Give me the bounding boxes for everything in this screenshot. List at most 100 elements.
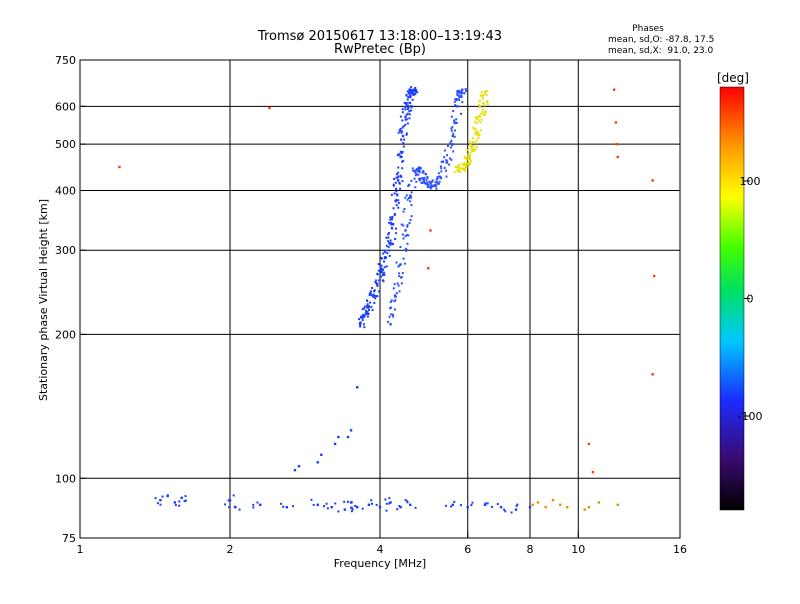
data-point [514,508,518,511]
data-point-fill [470,145,473,148]
data-point-fill [227,499,230,502]
data-point-fill [404,108,407,111]
data-point-fill [458,165,461,168]
data-point-fill [480,118,483,121]
data-point-fill [464,88,467,91]
data-point-fill [400,131,403,134]
data-point-fill [398,505,401,508]
data-point-fill [375,503,378,506]
data-point-fill [398,182,401,185]
data-point-fill [400,282,403,285]
data-point-fill [363,326,366,329]
data-point-fill [391,313,394,316]
data-point-fill [425,178,428,181]
data-point-fill [444,169,447,172]
data-point-fill [479,121,482,124]
data-point [118,165,121,169]
y-tick-label: 75 [62,532,76,545]
data-point-fill [399,115,402,118]
data-point-fill [423,176,426,179]
data-point-fill [388,232,391,235]
data-point-fill [409,200,412,203]
data-point-fill [457,98,460,101]
data-point-fill [421,181,424,184]
data-point-fill [364,309,367,312]
data-point-fill [347,500,350,503]
data-point-fill [397,199,400,202]
data-point-fill [161,495,164,498]
data-point-fill [378,279,381,282]
data-point [389,501,392,504]
data-point-fill [292,505,295,508]
data-point-fill [402,257,405,260]
data-point-fill [470,504,473,507]
data-point-fill [390,217,393,220]
data-point-fill [400,223,403,226]
data-point-fill [411,91,414,94]
data-point-fill [435,181,438,184]
data-point-fill [359,325,362,328]
data-point-fill [431,185,434,188]
data-point-fill [385,244,388,247]
data-point-fill [419,177,422,180]
data-point-fill [409,101,412,104]
data-point-fill [238,508,241,511]
data-point-fill [434,181,437,184]
data-point-fill [455,122,458,125]
data-point-fill [410,204,413,207]
data-point-fill [408,90,411,93]
series-group [118,88,656,474]
data-point-fill [392,183,395,186]
data-point-fill [392,287,395,290]
data-point-fill [350,501,353,504]
data-point-fill [474,141,477,144]
data-point-fill [359,322,362,325]
data-point-fill [391,215,394,218]
data-point [343,508,347,511]
data-point-fill [363,305,366,308]
data-point [597,501,601,504]
data-point-fill [403,101,406,104]
data-point-fill [454,129,457,132]
data-point-fill [471,501,474,504]
data-point-fill [406,90,409,93]
data-point-fill [425,182,428,185]
data-point-fill [385,509,388,512]
data-point-fill [361,308,364,311]
data-point-fill [475,122,478,125]
data-point-fill [470,147,473,150]
data-point-fill [450,127,453,130]
data-point-fill [383,257,386,260]
data-point-fill [426,186,429,189]
data-point-fill [475,139,478,142]
colorbar-label: [deg] [717,71,749,85]
data-point-fill [459,504,462,507]
data-point [268,106,271,110]
data-point-fill [435,187,438,190]
data-point-fill [400,138,403,141]
data-point-fill [458,89,461,92]
data-point-fill [455,98,458,101]
x-tick-label: 4 [377,543,384,556]
data-point-fill [428,180,431,183]
data-point-fill [380,267,383,270]
data-point-fill [361,314,364,317]
data-point-fill [456,90,459,93]
data-point [616,155,619,159]
data-point-fill [397,265,400,268]
data-point-fill [515,504,518,507]
data-point [429,229,432,232]
data-point-fill [410,88,413,91]
data-point-fill [414,186,417,189]
data-point-fill [459,112,462,115]
data-point-fill [350,506,353,509]
data-point-fill [312,503,315,506]
data-point-fill [405,248,408,251]
data-point-fill [402,145,405,148]
data-point-fill [405,234,408,237]
data-point-fill [401,167,404,170]
data-point-fill [437,172,440,175]
data-point-fill [481,97,484,100]
data-point-fill [421,177,424,180]
